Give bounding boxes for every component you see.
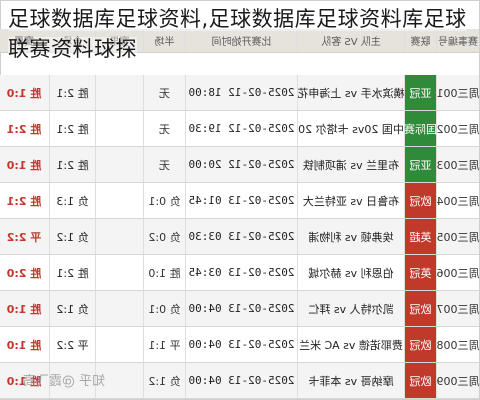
match-id: 周三006: [436, 255, 479, 290]
match-teams: 费耶诺德 vs AC 米兰: [297, 327, 404, 362]
table-row[interactable]: 周三006 英冠 伯恩利 vs 赫尔城 2025-02-13 03:45 胜 1:0 胜 …: [0, 255, 479, 291]
table-row[interactable]: 周三004 欧冠 布鲁日 vs 亚特兰大 2025-02-13 01:45 负 0:1 负…: [0, 183, 479, 219]
match-teams: 布里兰 vs 浦项制铁: [297, 147, 404, 182]
match-time: 2025-02-13 03:30: [185, 219, 297, 254]
match-id: 周三004: [436, 183, 479, 218]
match-id: 周三002: [436, 111, 479, 146]
league-badge: 欧冠: [404, 363, 436, 398]
match-teams: 中国 20vs 卡塔尔 20: [297, 111, 404, 146]
match-result: [95, 147, 143, 182]
table-row[interactable]: 周三002 国际赛 中国 20vs 卡塔尔 20 2025-02-12 19:30 无 胜…: [0, 111, 479, 147]
match-time: 2025-02-13 04:00: [185, 327, 297, 362]
match-time: 2025-02-12 20:00: [185, 147, 297, 182]
league-badge: 亚冠: [404, 147, 436, 182]
fulltime-score: 胜 2:1: [49, 255, 95, 290]
match-result: [95, 327, 143, 362]
match-result: [95, 219, 143, 254]
match-result: [95, 111, 143, 146]
match-id: 周三001: [436, 75, 479, 110]
match-time: 2025-02-13 04:00: [185, 291, 297, 326]
final-result: 胜 1:0: [6, 302, 42, 316]
table-row[interactable]: 周三007 欧冠 凯尔特人 vs 拜仁 2025-02-13 04:00 负 0:1 负 …: [0, 291, 479, 327]
final-result: 胜 1:0: [6, 158, 42, 172]
match-time: 2025-02-13 03:45: [185, 255, 297, 290]
fulltime-score: 胜 2:1: [49, 75, 95, 110]
final-result: 胜 1:0: [6, 86, 42, 100]
match-time: 2025-02-13 04:00: [185, 363, 297, 398]
match-result: [95, 75, 143, 110]
halftime-score: 负 0:1: [143, 183, 185, 218]
halftime-score: 无: [143, 75, 185, 110]
table-row[interactable]: 周三008 欧冠 费耶诺德 vs AC 米兰 2025-02-13 04:00 平 1:…: [0, 327, 479, 363]
match-teams: 横滨水手 vs 上海申花: [297, 75, 404, 110]
league-badge: 欧冠: [404, 183, 436, 218]
match-teams: 摩纳哥 vs 本菲卡: [297, 363, 404, 398]
match-id: 周三009: [436, 363, 479, 398]
match-time: 2025-02-12 19:30: [185, 111, 297, 146]
match-result: [95, 255, 143, 290]
final-result: 平 2:2: [6, 230, 42, 244]
halftime-score: 无: [143, 147, 185, 182]
final-result: 胜 2:0: [6, 266, 42, 280]
match-time: 2025-02-12 18:00: [185, 75, 297, 110]
match-teams: 凯尔特人 vs 拜仁: [297, 291, 404, 326]
match-id: 周三007: [436, 291, 479, 326]
table-row[interactable]: 周三003 亚冠 布里兰 vs 浦项制铁 2025-02-12 20:00 无 胜 2:1…: [0, 147, 479, 183]
fulltime-score: 胜 2:1: [49, 111, 95, 146]
final-result: 胜 2:1: [6, 122, 42, 136]
halftime-score: 负 1:2: [143, 363, 185, 398]
match-result: [95, 291, 143, 326]
halftime-score: 负 0:2: [143, 219, 185, 254]
league-badge: 欧冠: [404, 291, 436, 326]
fulltime-score: 胜 2:1: [49, 147, 95, 182]
league-badge: 亚冠: [404, 75, 436, 110]
halftime-score: 平 1:1: [143, 327, 185, 362]
match-teams: 布鲁日 vs 亚特兰大: [297, 183, 404, 218]
halftime-score: 胜 1:0: [143, 255, 185, 290]
fulltime-score: 平 2:2: [49, 327, 95, 362]
fulltime-score: 负 1:2: [49, 291, 95, 326]
match-time: 2025-02-13 01:45: [185, 183, 297, 218]
watermark: 知乎 @霞飞高: [22, 374, 105, 389]
match-id: 周三005: [436, 219, 479, 254]
league-badge: 欧冠: [404, 327, 436, 362]
fulltime-score: 负 1:3: [49, 183, 95, 218]
league-badge: 英超: [404, 219, 436, 254]
page-title: 足球数据库足球资料,足球数据库足球资料库足球联赛资料球探: [8, 7, 467, 61]
league-badge: 国际赛: [404, 111, 436, 146]
match-id: 周三008: [436, 327, 479, 362]
final-result: 胜 2:1: [6, 194, 42, 208]
final-result: 胜 1:0: [6, 338, 42, 352]
match-teams: 埃弗顿 vs 利物浦: [297, 219, 404, 254]
table-row[interactable]: 周三005 英超 埃弗顿 vs 利物浦 2025-02-13 03:30 负 0:2 负 …: [0, 219, 479, 255]
halftime-score: 无: [143, 111, 185, 146]
fulltime-score: 负 1:2: [49, 219, 95, 254]
table-row[interactable]: 周三001 亚冠 横滨水手 vs 上海申花 2025-02-12 18:00 无 胜 2:…: [0, 75, 479, 111]
halftime-score: 负 0:1: [143, 291, 185, 326]
match-id: 周三003: [436, 147, 479, 182]
league-badge: 英冠: [404, 255, 436, 290]
table-body: 周三001 亚冠 横滨水手 vs 上海申花 2025-02-12 18:00 无胜 2:…: [0, 75, 479, 399]
match-teams: 伯恩利 vs 赫尔城: [297, 255, 404, 290]
match-result: [95, 183, 143, 218]
